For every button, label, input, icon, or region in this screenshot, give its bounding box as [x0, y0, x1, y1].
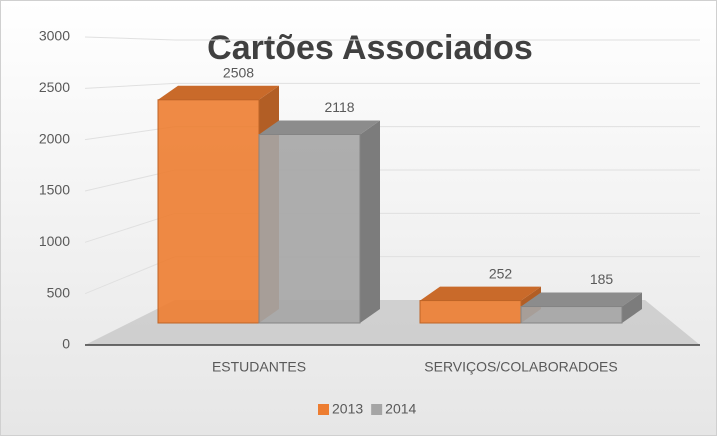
y-tick-label: 3000 — [39, 28, 70, 44]
y-tick-label: 2500 — [39, 79, 70, 95]
bar — [157, 99, 260, 324]
x-tick-label: ESTUDANTES — [212, 359, 306, 375]
bar-side — [622, 292, 642, 323]
bar — [419, 300, 522, 324]
legend-swatch — [371, 404, 383, 415]
bar-top — [259, 120, 380, 135]
y-tick-label: 500 — [47, 284, 71, 300]
grid-line — [84, 36, 700, 41]
bar — [520, 306, 623, 324]
bar-top — [420, 286, 541, 301]
legend-label: 2013 — [332, 401, 363, 417]
data-label: 2508 — [223, 64, 254, 80]
bar-side — [360, 120, 380, 323]
bar-top — [521, 292, 642, 307]
data-label: 2118 — [324, 99, 354, 115]
chart-title: Cartões Associados — [207, 29, 533, 67]
bar — [258, 133, 361, 324]
bar-top — [158, 85, 279, 100]
data-label: 185 — [590, 271, 614, 287]
data-label: 252 — [489, 265, 513, 281]
y-tick-label: 0 — [62, 336, 70, 352]
legend-swatch — [318, 404, 329, 415]
legend-label: 2014 — [385, 401, 416, 417]
grid-line — [84, 82, 700, 89]
y-tick-label: 1000 — [39, 233, 70, 249]
y-tick-label: 1500 — [39, 182, 70, 198]
y-tick-label: 2000 — [39, 130, 70, 146]
x-tick-label: SERVIÇOS/COLABORADOES — [424, 359, 617, 375]
